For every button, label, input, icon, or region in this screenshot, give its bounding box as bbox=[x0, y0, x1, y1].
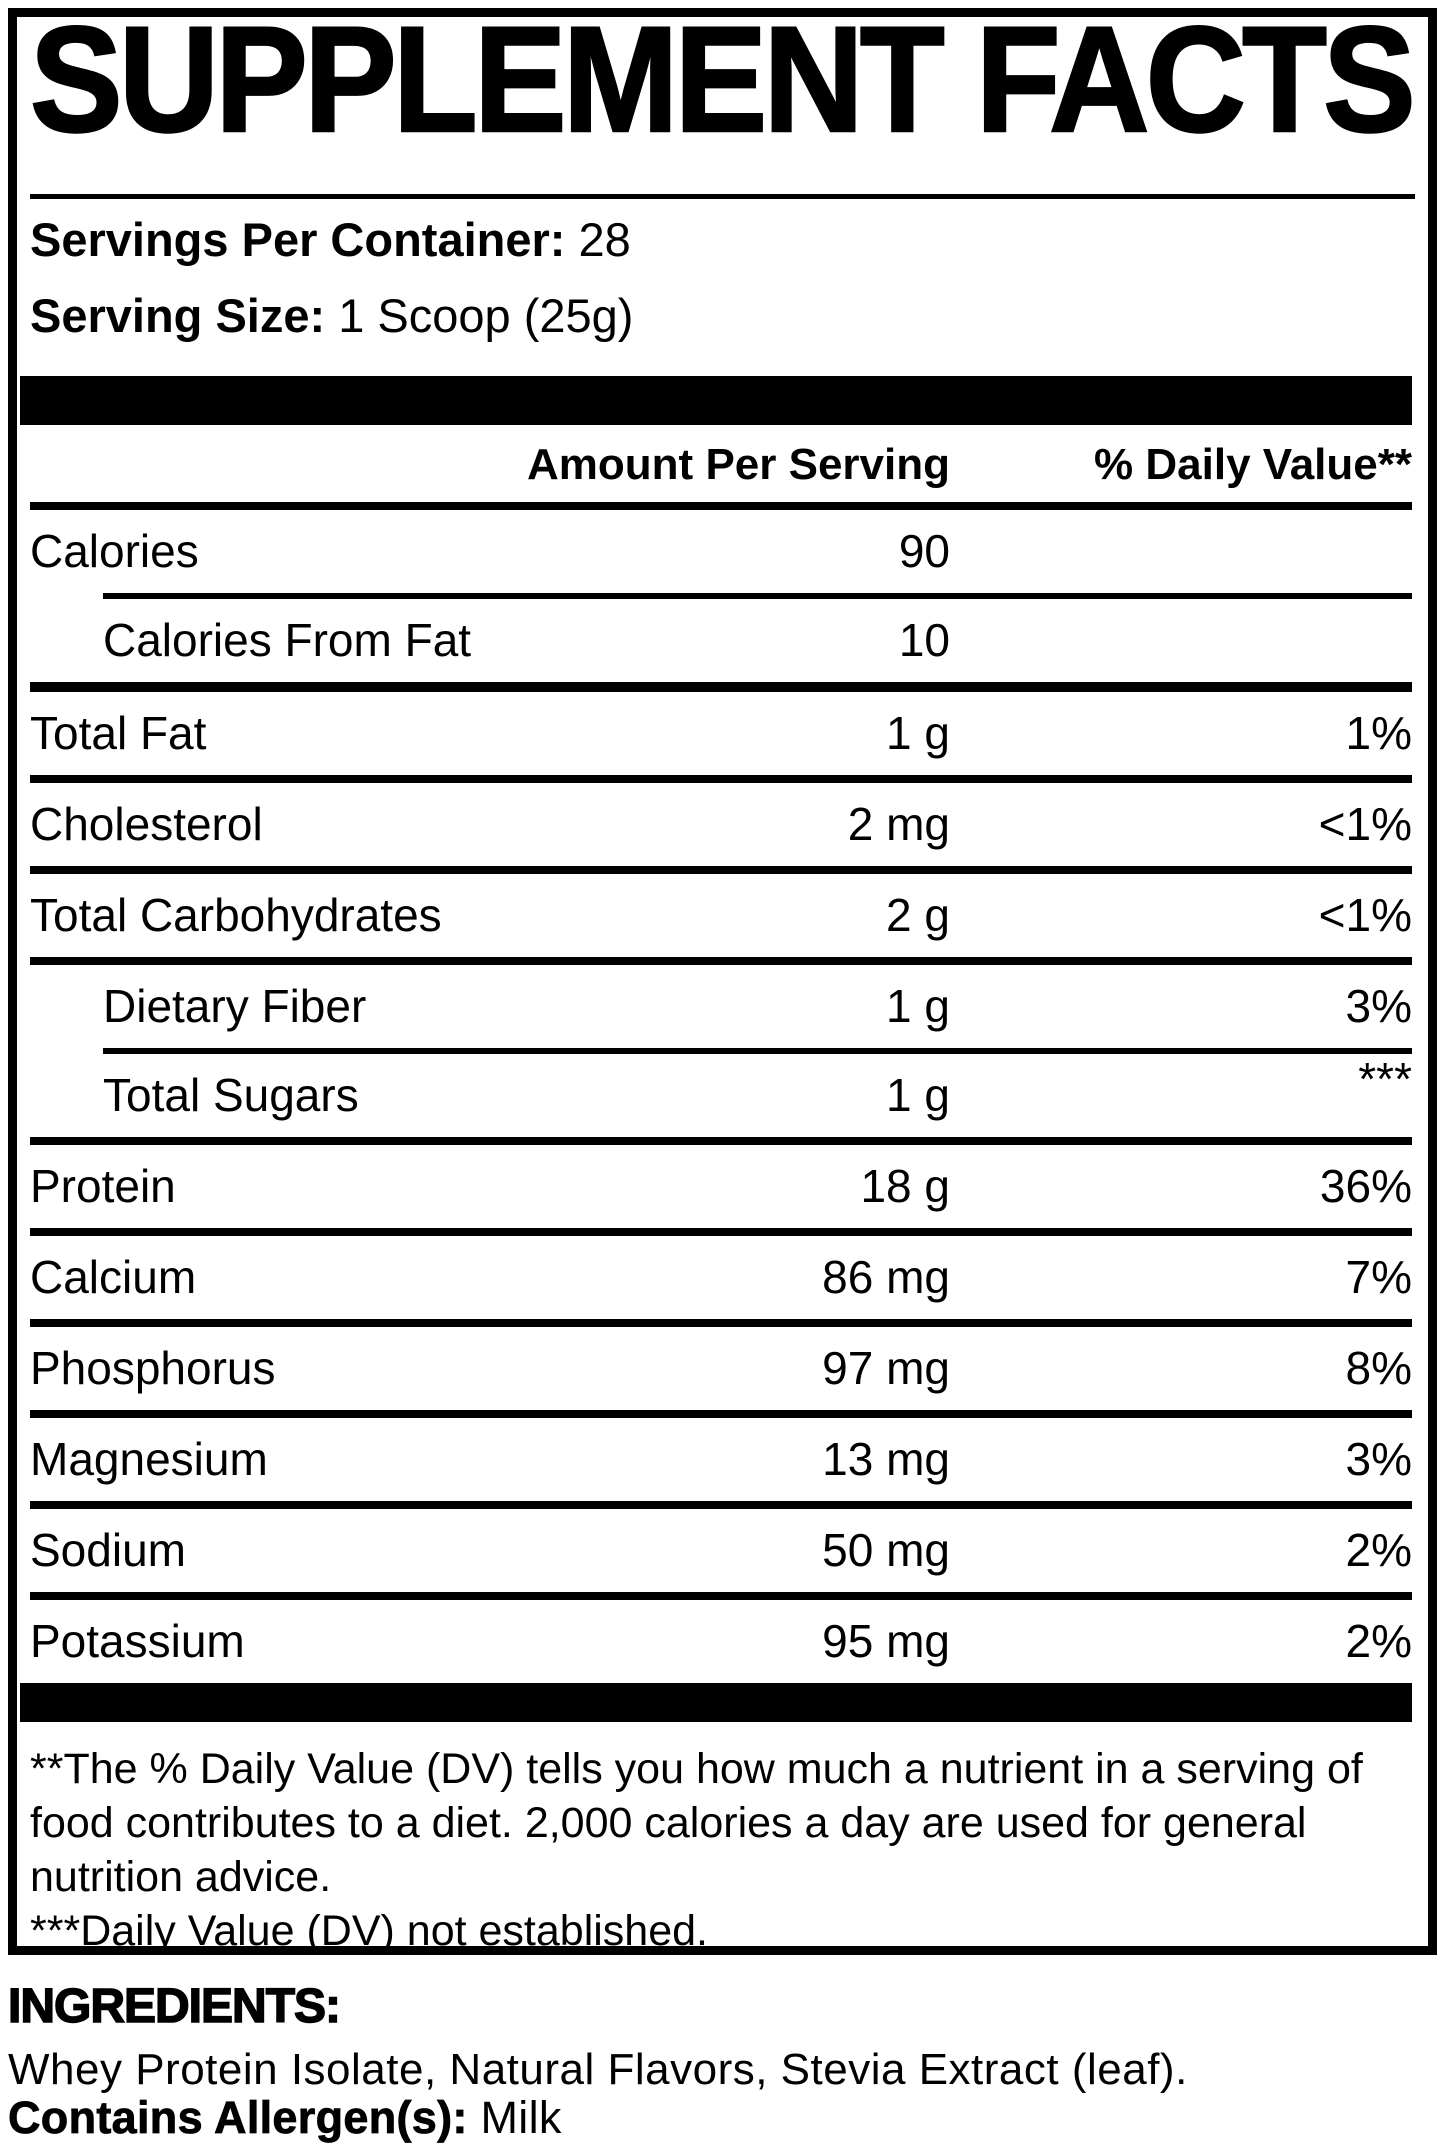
row-separator bbox=[30, 775, 1412, 783]
table-row-total-sugars: Total Sugars 1 g *** bbox=[30, 1054, 1412, 1137]
column-header-amount: Amount Per Serving bbox=[527, 440, 950, 489]
ingredients-heading: INGREDIENTS: bbox=[7, 1980, 342, 2034]
nutrient-dv: 7% bbox=[1345, 1251, 1412, 1303]
allergen-value: Milk bbox=[480, 2092, 562, 2143]
supplement-facts-panel: SUPPLEMENT FACTS Servings Per Container:… bbox=[8, 8, 1437, 1955]
nutrient-amount: 97 mg bbox=[822, 1342, 950, 1394]
nutrient-name: Calories bbox=[30, 525, 199, 577]
nutrient-amount: 86 mg bbox=[822, 1251, 950, 1303]
nutrient-dv: 2% bbox=[1345, 1615, 1412, 1667]
nutrient-amount: 2 g bbox=[886, 889, 950, 941]
title-divider bbox=[30, 194, 1415, 199]
nutrient-amount: 1 g bbox=[886, 1069, 950, 1121]
nutrient-amount: 95 mg bbox=[822, 1615, 950, 1667]
header-separator bbox=[30, 502, 1412, 510]
nutrient-dv: 8% bbox=[1345, 1342, 1412, 1394]
row-separator bbox=[30, 957, 1412, 965]
nutrient-table: Amount Per Serving % Daily Value** Calor… bbox=[17, 425, 1428, 1683]
nutrient-amount: 18 g bbox=[860, 1160, 950, 1212]
servings-per-container: Servings Per Container: 28 bbox=[30, 213, 1412, 267]
nutrient-name: Total Carbohydrates bbox=[30, 889, 442, 941]
nutrient-dv: *** bbox=[1358, 1053, 1412, 1105]
nutrient-amount: 1 g bbox=[886, 707, 950, 759]
allergen-label: Contains Allergen(s): bbox=[8, 2092, 468, 2143]
column-header-daily-value: % Daily Value** bbox=[1094, 440, 1412, 489]
title-wrap: SUPPLEMENT FACTS bbox=[17, 17, 1417, 165]
nutrient-dv: 3% bbox=[1345, 1433, 1412, 1485]
ingredients-section: INGREDIENTS: Whey Protein Isolate, Natur… bbox=[7, 1980, 1429, 2143]
serving-size-label: Serving Size: bbox=[30, 289, 326, 342]
table-row-dietary-fiber: Dietary Fiber 1 g 3% bbox=[30, 965, 1412, 1048]
nutrient-dv: 3% bbox=[1345, 980, 1412, 1032]
nutrient-name: Dietary Fiber bbox=[103, 980, 367, 1032]
row-separator bbox=[30, 1137, 1412, 1145]
allergen-line: Contains Allergen(s): Milk bbox=[8, 2092, 1429, 2143]
nutrient-dv: 2% bbox=[1345, 1524, 1412, 1576]
serving-size: Serving Size: 1 Scoop (25g) bbox=[30, 289, 1412, 343]
divider-bar-top bbox=[20, 376, 1412, 425]
nutrient-name: Calcium bbox=[30, 1251, 197, 1303]
nutrient-amount: 10 bbox=[898, 614, 950, 666]
nutrient-amount: 1 g bbox=[886, 980, 950, 1032]
nutrient-name: Protein bbox=[30, 1160, 176, 1212]
nutrient-name: Potassium bbox=[30, 1615, 245, 1667]
table-row-cholesterol: Cholesterol 2 mg <1% bbox=[30, 783, 1412, 866]
nutrient-amount: 90 bbox=[898, 525, 950, 577]
nutrient-name: Sodium bbox=[30, 1524, 186, 1576]
row-separator bbox=[30, 1592, 1412, 1600]
row-separator bbox=[30, 866, 1412, 874]
table-row-magnesium: Magnesium 13 mg 3% bbox=[30, 1418, 1412, 1501]
footnotes: **The % Daily Value (DV) tells you how m… bbox=[30, 1742, 1412, 1955]
table-header-row: Amount Per Serving % Daily Value** bbox=[30, 425, 1412, 502]
table-row-potassium: Potassium 95 mg 2% bbox=[30, 1600, 1412, 1683]
nutrient-dv: 1% bbox=[1345, 707, 1412, 759]
table-row-total-carbohydrates: Total Carbohydrates 2 g <1% bbox=[30, 874, 1412, 957]
nutrient-amount: 50 mg bbox=[822, 1524, 950, 1576]
row-separator bbox=[30, 1410, 1412, 1418]
row-separator bbox=[30, 682, 1412, 692]
supplement-facts-title: SUPPLEMENT FACTS bbox=[29, 8, 1417, 163]
nutrient-amount: 13 mg bbox=[822, 1433, 950, 1485]
divider-bar-bottom bbox=[20, 1683, 1412, 1722]
nutrient-name: Magnesium bbox=[30, 1433, 268, 1485]
table-row-sodium: Sodium 50 mg 2% bbox=[30, 1509, 1412, 1592]
servings-per-container-label: Servings Per Container: bbox=[30, 213, 566, 266]
nutrient-dv: <1% bbox=[1318, 798, 1412, 850]
nutrient-name: Cholesterol bbox=[30, 798, 263, 850]
row-separator bbox=[30, 1228, 1412, 1236]
servings-per-container-value: 28 bbox=[578, 213, 631, 266]
row-separator bbox=[30, 1319, 1412, 1327]
nutrient-amount: 2 mg bbox=[847, 798, 950, 850]
table-row-calories-from-fat: Calories From Fat 10 bbox=[30, 599, 1412, 682]
table-row-protein: Protein 18 g 36% bbox=[30, 1145, 1412, 1228]
dv-not-established-footnote: ***Daily Value (DV) not established. bbox=[30, 1907, 708, 1955]
serving-size-value: 1 Scoop (25g) bbox=[338, 289, 634, 342]
ingredients-list: Whey Protein Isolate, Natural Flavors, S… bbox=[8, 2045, 1188, 2094]
table-body: Calories 90 Calories From Fat 10 Total F… bbox=[30, 510, 1412, 1683]
nutrient-name: Total Fat bbox=[30, 707, 207, 759]
table-row-calcium: Calcium 86 mg 7% bbox=[30, 1236, 1412, 1319]
table-row-phosphorus: Phosphorus 97 mg 8% bbox=[30, 1327, 1412, 1410]
table-row-total-fat: Total Fat 1 g 1% bbox=[30, 692, 1412, 775]
row-separator bbox=[103, 593, 1412, 599]
nutrient-name: Total Sugars bbox=[103, 1069, 359, 1121]
nutrient-dv: 36% bbox=[1319, 1160, 1412, 1212]
row-separator bbox=[30, 1501, 1412, 1509]
table-row-calories: Calories 90 bbox=[30, 510, 1412, 593]
row-separator bbox=[103, 1048, 1412, 1054]
daily-value-footnote: **The % Daily Value (DV) tells you how m… bbox=[30, 1745, 1363, 1901]
nutrient-name: Phosphorus bbox=[30, 1342, 276, 1394]
nutrient-dv: <1% bbox=[1318, 889, 1412, 941]
nutrient-name: Calories From Fat bbox=[103, 614, 472, 666]
